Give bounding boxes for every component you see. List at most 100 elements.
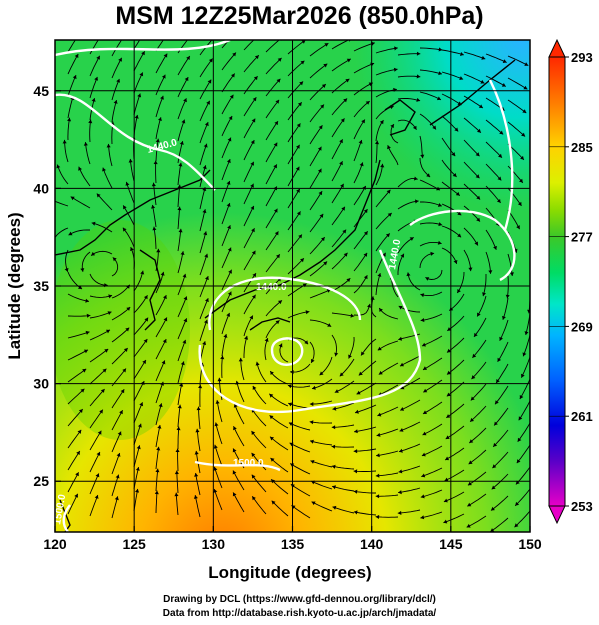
streamline <box>133 467 139 490</box>
streamline <box>485 119 504 135</box>
streamline <box>177 382 183 406</box>
streamline <box>155 95 164 118</box>
streamline-arrowhead <box>445 435 450 439</box>
streamline <box>445 425 465 440</box>
streamline <box>441 49 464 56</box>
streamline-arrowhead <box>457 233 462 238</box>
streamline-arrowhead <box>123 348 128 352</box>
streamline <box>397 178 418 188</box>
streamline-arrowhead <box>499 336 503 341</box>
streamline-arrowhead <box>108 294 113 299</box>
streamline <box>232 492 245 513</box>
streamline <box>199 121 209 144</box>
streamline <box>311 501 333 512</box>
streamline <box>252 385 267 405</box>
streamline-arrowhead <box>158 403 163 408</box>
streamline <box>463 205 481 222</box>
streamline <box>111 40 123 57</box>
streamline <box>467 471 487 486</box>
streamline-arrowhead <box>517 437 522 442</box>
streamline-arrowhead <box>176 426 181 431</box>
streamline <box>331 334 337 357</box>
streamline-arrowhead <box>544 102 548 106</box>
streamline <box>289 463 311 475</box>
streamline-arrowhead <box>202 341 207 345</box>
streamline-arrowhead <box>251 294 256 299</box>
streamline <box>309 63 328 79</box>
streamline-arrowhead <box>194 473 199 477</box>
streamline <box>398 443 421 453</box>
streamline-arrowhead <box>488 270 493 274</box>
colorbar-tick-label: 293 <box>571 50 593 65</box>
streamline <box>290 483 311 497</box>
streamline-arrowhead <box>522 109 527 113</box>
streamline <box>221 247 232 269</box>
streamline <box>133 338 148 358</box>
streamline <box>199 253 208 276</box>
streamline-arrowhead <box>95 473 100 478</box>
streamline <box>331 277 351 292</box>
streamline-arrowhead <box>226 159 231 164</box>
streamline-arrowhead <box>514 523 519 528</box>
streamline <box>89 55 101 77</box>
streamline-arrowhead <box>543 125 547 129</box>
streamline-arrowhead <box>106 143 111 148</box>
y-tick-label: 35 <box>33 278 49 294</box>
streamline <box>153 182 157 206</box>
streamline-arrowhead <box>125 181 130 186</box>
streamline-arrowhead <box>232 52 236 57</box>
streamline-arrowhead <box>196 406 201 411</box>
streamline <box>67 493 79 515</box>
streamline <box>155 338 167 360</box>
contour-label: 1500.0 <box>233 458 264 469</box>
streamline-arrowhead <box>339 161 343 166</box>
streamline <box>56 164 69 185</box>
streamline <box>398 305 421 313</box>
streamline <box>507 55 529 66</box>
streamline <box>265 57 282 75</box>
streamline-arrowhead <box>274 231 279 236</box>
streamline-arrowhead <box>139 72 144 77</box>
streamline <box>422 401 443 415</box>
streamline <box>463 183 481 200</box>
streamline <box>111 57 123 79</box>
streamline-arrowhead <box>437 240 442 245</box>
streamline <box>309 261 328 277</box>
streamline-arrowhead <box>310 460 315 464</box>
streamline <box>89 273 108 286</box>
streamline-arrowhead <box>204 319 208 324</box>
streamline <box>213 488 223 511</box>
streamline <box>102 167 113 189</box>
streamline <box>133 380 145 402</box>
streamline <box>353 448 377 452</box>
streamline-arrowhead <box>91 98 96 102</box>
streamline <box>89 494 99 517</box>
streamline-arrowhead <box>420 293 425 298</box>
streamline <box>331 160 343 182</box>
streamline <box>111 409 123 431</box>
streamline <box>287 234 303 253</box>
streamline <box>67 408 84 427</box>
streamline-arrowhead <box>468 460 473 465</box>
streamline-arrowhead <box>198 384 203 389</box>
streamline <box>133 423 142 446</box>
x-tick-label: 135 <box>281 536 305 552</box>
streamline-arrowhead <box>457 211 462 216</box>
streamline-arrowhead <box>519 178 523 183</box>
streamline-arrowhead <box>177 206 182 211</box>
streamline-arrowhead <box>339 139 343 144</box>
streamline <box>517 422 530 442</box>
streamline-arrowhead <box>305 310 310 315</box>
streamline <box>514 510 530 528</box>
streamline-arrowhead <box>273 164 277 169</box>
streamline <box>331 139 343 160</box>
streamline <box>353 511 377 516</box>
streamline-arrowhead <box>375 473 380 478</box>
streamline-arrowhead <box>482 292 486 297</box>
streamline <box>196 428 201 452</box>
colorbar-tick-label: 277 <box>571 230 593 245</box>
streamline-arrowhead <box>387 213 392 217</box>
streamline <box>199 231 207 254</box>
streamline-arrowhead <box>321 237 325 242</box>
streamline-arrowhead <box>274 121 278 126</box>
